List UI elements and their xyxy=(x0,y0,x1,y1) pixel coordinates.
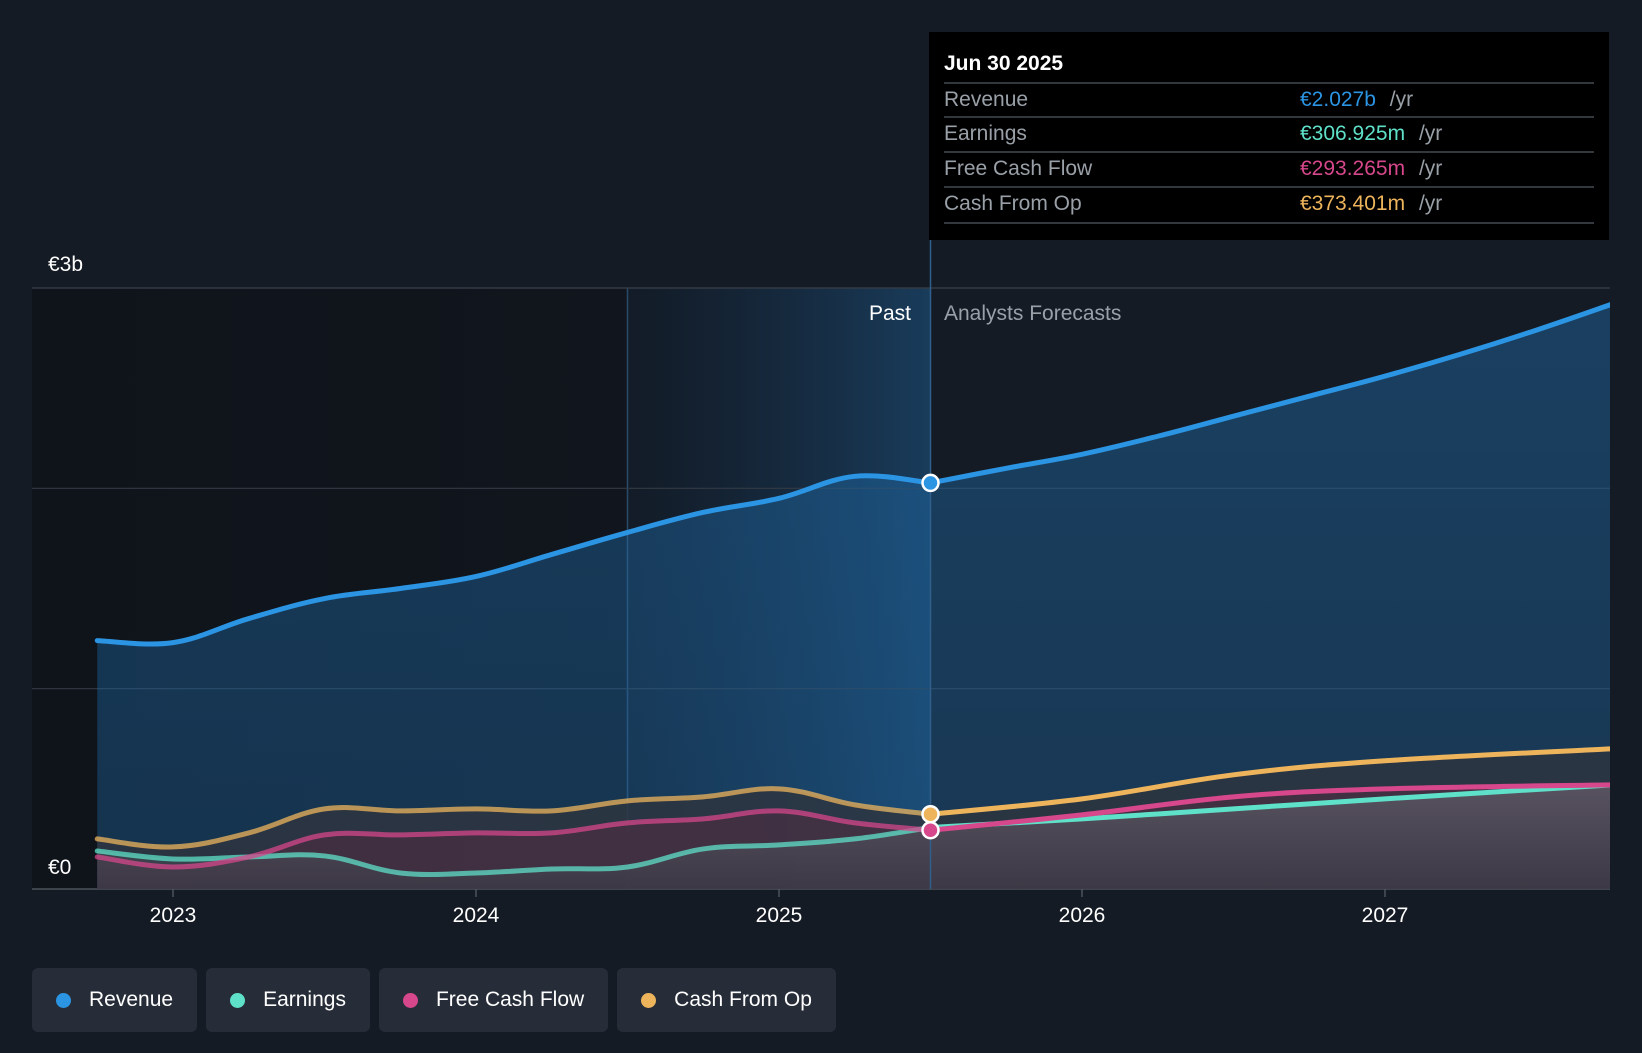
cash-from-op-marker xyxy=(921,804,940,824)
revenue-line-forecast xyxy=(928,302,1610,486)
past-label: Past xyxy=(869,302,911,325)
free-cash-flow-line-forecast xyxy=(928,782,1610,833)
tooltip-fcf-unit: /yr xyxy=(1419,157,1442,180)
revenue-marker xyxy=(921,473,940,493)
tooltip-background xyxy=(929,32,1609,240)
legend-dot-earnings xyxy=(230,992,246,1008)
tooltip-fcf-value: €293.265m /yr xyxy=(1300,157,1442,180)
legend-dot-free-cash-flow xyxy=(402,992,418,1008)
cash-from-op-line-forecast xyxy=(928,746,1610,817)
series-line-layer xyxy=(94,302,1610,877)
revenue-area xyxy=(97,304,1610,889)
y-tick-label: €0 xyxy=(48,856,71,879)
x-tick-label: 2024 xyxy=(453,904,500,927)
free-cash-flow-line-past xyxy=(94,808,933,870)
tooltip-cfo-amount: €373.401m xyxy=(1300,192,1405,215)
tooltip-fcf-amount: €293.265m xyxy=(1300,157,1405,180)
legend: Revenue Earnings Free Cash Flow Cash Fro… xyxy=(32,968,836,1032)
x-tick-label: 2025 xyxy=(756,904,803,927)
tooltip-revenue-value: €2.027b /yr xyxy=(1300,88,1413,111)
tooltip-fcf-label: Free Cash Flow xyxy=(944,157,1093,180)
tooltip-date: Jun 30 2025 xyxy=(944,52,1063,75)
x-tick-label: 2023 xyxy=(150,904,197,927)
tooltip-earnings-unit: /yr xyxy=(1419,122,1442,145)
tooltip-revenue-label: Revenue xyxy=(944,88,1028,111)
legend-dot-cash-from-op xyxy=(641,992,657,1008)
tooltip-revenue-unit: /yr xyxy=(1390,88,1413,111)
axis-layer: €3b €0 2023 2024 2025 2026 2027 xyxy=(48,240,1408,927)
tooltip-cfo-label: Cash From Op xyxy=(944,192,1082,215)
legend-item-earnings[interactable]: Earnings xyxy=(206,968,370,1032)
legend-label-cash-from-op: Cash From Op xyxy=(674,988,812,1011)
legend-item-free-cash-flow[interactable]: Free Cash Flow xyxy=(378,968,609,1032)
legend-item-revenue[interactable]: Revenue xyxy=(32,968,198,1032)
legend-label-free-cash-flow: Free Cash Flow xyxy=(435,988,585,1011)
tooltip: Jun 30 2025 Revenue €2.027b /yr Earnings… xyxy=(929,32,1609,240)
x-tick-label: 2026 xyxy=(1059,904,1106,927)
legend-label-earnings: Earnings xyxy=(263,988,346,1011)
tooltip-earnings-value: €306.925m /yr xyxy=(1300,122,1442,145)
revenue-line-past xyxy=(94,473,933,647)
tooltip-cfo-value: €373.401m /yr xyxy=(1300,192,1442,215)
legend-label-revenue: Revenue xyxy=(89,988,174,1011)
x-tick-label: 2027 xyxy=(1362,904,1409,927)
tooltip-revenue-amount: €2.027b xyxy=(1300,88,1376,111)
legend-item-cash-from-op[interactable]: Cash From Op xyxy=(617,968,836,1032)
marker-layer xyxy=(921,473,940,840)
y-tick-label: €3b xyxy=(48,253,83,276)
free-cash-flow-marker xyxy=(921,820,940,840)
forecast-label: Analysts Forecasts xyxy=(944,302,1121,325)
tooltip-earnings-label: Earnings xyxy=(944,122,1027,145)
legend-dot-revenue xyxy=(56,992,71,1008)
tooltip-cfo-unit: /yr xyxy=(1419,192,1442,215)
tooltip-earnings-amount: €306.925m xyxy=(1300,122,1405,145)
cash-from-op-line-past xyxy=(94,786,933,850)
